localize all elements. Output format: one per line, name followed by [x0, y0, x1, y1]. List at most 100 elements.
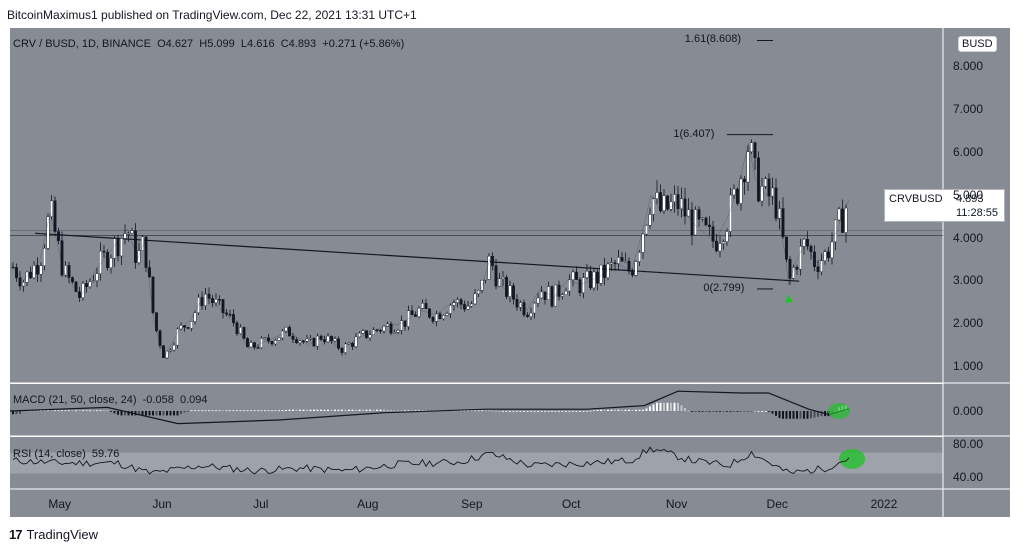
candle-up — [284, 327, 288, 332]
candle-up — [778, 208, 781, 219]
symbol-title[interactable]: CRV / BUSD, 1D, BINANCE — [13, 38, 151, 50]
macd-histogram-bar — [733, 411, 735, 412]
currency-badge[interactable]: BUSD — [958, 36, 997, 52]
candle-down — [708, 224, 711, 227]
macd-histogram-bar — [159, 411, 161, 416]
time-axis-tick: Sep — [461, 497, 483, 511]
candle-up — [533, 302, 536, 314]
macd-histogram-bar — [187, 411, 189, 412]
candle-down — [505, 277, 508, 297]
macd-histogram-bar — [271, 410, 273, 412]
macd-histogram-bar — [477, 410, 480, 412]
candle-down — [235, 322, 239, 334]
candle-up — [249, 342, 253, 348]
candle-down — [403, 320, 407, 327]
macd-histogram-bar — [194, 410, 196, 412]
candle-up — [277, 337, 281, 341]
macd-histogram-bar — [481, 410, 483, 412]
candle-up — [466, 306, 470, 310]
candle-down — [414, 314, 417, 317]
candle-down — [841, 208, 844, 233]
macd-histogram-bar — [285, 409, 287, 411]
macd-histogram-bar — [204, 410, 207, 412]
candle-up — [473, 293, 477, 305]
macd-histogram-bar — [12, 411, 14, 415]
candle-down — [620, 257, 624, 262]
candle-up — [393, 332, 396, 334]
candle-up — [484, 279, 487, 281]
candle-down — [102, 250, 106, 253]
candle-down — [526, 314, 529, 317]
candle-down — [242, 327, 246, 339]
candle-up — [645, 225, 648, 235]
candle-up — [326, 335, 330, 343]
candle-up — [386, 323, 389, 327]
candle-down — [375, 329, 379, 331]
macd-histogram-bar — [729, 411, 732, 412]
candle-up — [837, 208, 841, 221]
macd-histogram-bar — [54, 410, 56, 412]
macd-histogram-bar — [750, 411, 753, 412]
candle-down — [603, 264, 606, 278]
candle-down — [424, 302, 428, 309]
candle-up — [137, 250, 141, 263]
candle-up — [120, 238, 123, 257]
candle-up — [732, 188, 736, 196]
fib-label: 1(6.407) — [673, 127, 715, 140]
macd-histogram-bar — [680, 405, 683, 411]
candle-up — [624, 260, 627, 263]
candle-up — [298, 340, 302, 344]
price-axis-tick: 3.000 — [953, 273, 984, 288]
macd-histogram-bar — [540, 411, 543, 412]
candle-down — [459, 299, 463, 305]
candle-up — [501, 277, 505, 280]
macd-histogram-bar — [589, 410, 592, 412]
candle-up — [316, 335, 319, 347]
macd-histogram-bar — [260, 410, 263, 412]
candle-down — [270, 341, 274, 345]
macd-histogram-bar — [64, 410, 67, 412]
candle-down — [788, 258, 792, 279]
macd-histogram-bar — [736, 411, 739, 412]
macd-histogram-bar — [19, 411, 21, 414]
footer-brand: 17 TradingView — [9, 527, 98, 542]
macd-histogram-bar — [572, 411, 574, 412]
macd-histogram-bar — [50, 410, 53, 412]
macd-histogram-bar — [792, 411, 795, 419]
macd-title[interactable]: MACD (21, 50, close, 24) — [13, 394, 137, 406]
macd-histogram-bar — [740, 411, 742, 412]
macd-histogram-bar — [232, 410, 235, 412]
price-axis-tick: 6.000 — [953, 145, 984, 160]
candle-down — [743, 178, 746, 183]
macd-histogram-bar — [561, 411, 564, 412]
macd-histogram-bar — [666, 402, 669, 411]
candle-up — [274, 340, 277, 345]
candle-up — [764, 178, 767, 187]
macd-histogram-bar — [743, 411, 746, 412]
time-axis-tick: Nov — [665, 497, 688, 511]
candle-up — [179, 325, 183, 330]
candle-up — [585, 270, 589, 278]
candle-up — [361, 330, 365, 334]
candle-up — [344, 343, 347, 353]
candle-up — [190, 321, 193, 329]
rsi-value: 59.76 — [91, 448, 120, 460]
macd-histogram-bar — [124, 411, 126, 416]
candle-up — [554, 284, 557, 307]
chart-area[interactable] — [0, 0, 1024, 520]
candle-down — [522, 302, 526, 316]
low-value: 4.616 — [247, 38, 275, 50]
macd-histogram-bar — [705, 411, 707, 412]
candle-down — [312, 337, 316, 347]
candle-up — [123, 233, 127, 239]
macd-histogram-bar — [610, 409, 613, 411]
candle-up — [169, 349, 172, 352]
macd-histogram-bar — [246, 410, 249, 412]
macd-histogram-bar — [796, 411, 798, 419]
candle-down — [428, 308, 431, 318]
macd-histogram-bar — [474, 410, 476, 412]
candle-down — [351, 343, 354, 347]
rsi-title[interactable]: RSI (14, close) — [13, 448, 86, 460]
macd-histogram-bar — [365, 409, 368, 411]
macd-histogram-bar — [316, 409, 319, 411]
